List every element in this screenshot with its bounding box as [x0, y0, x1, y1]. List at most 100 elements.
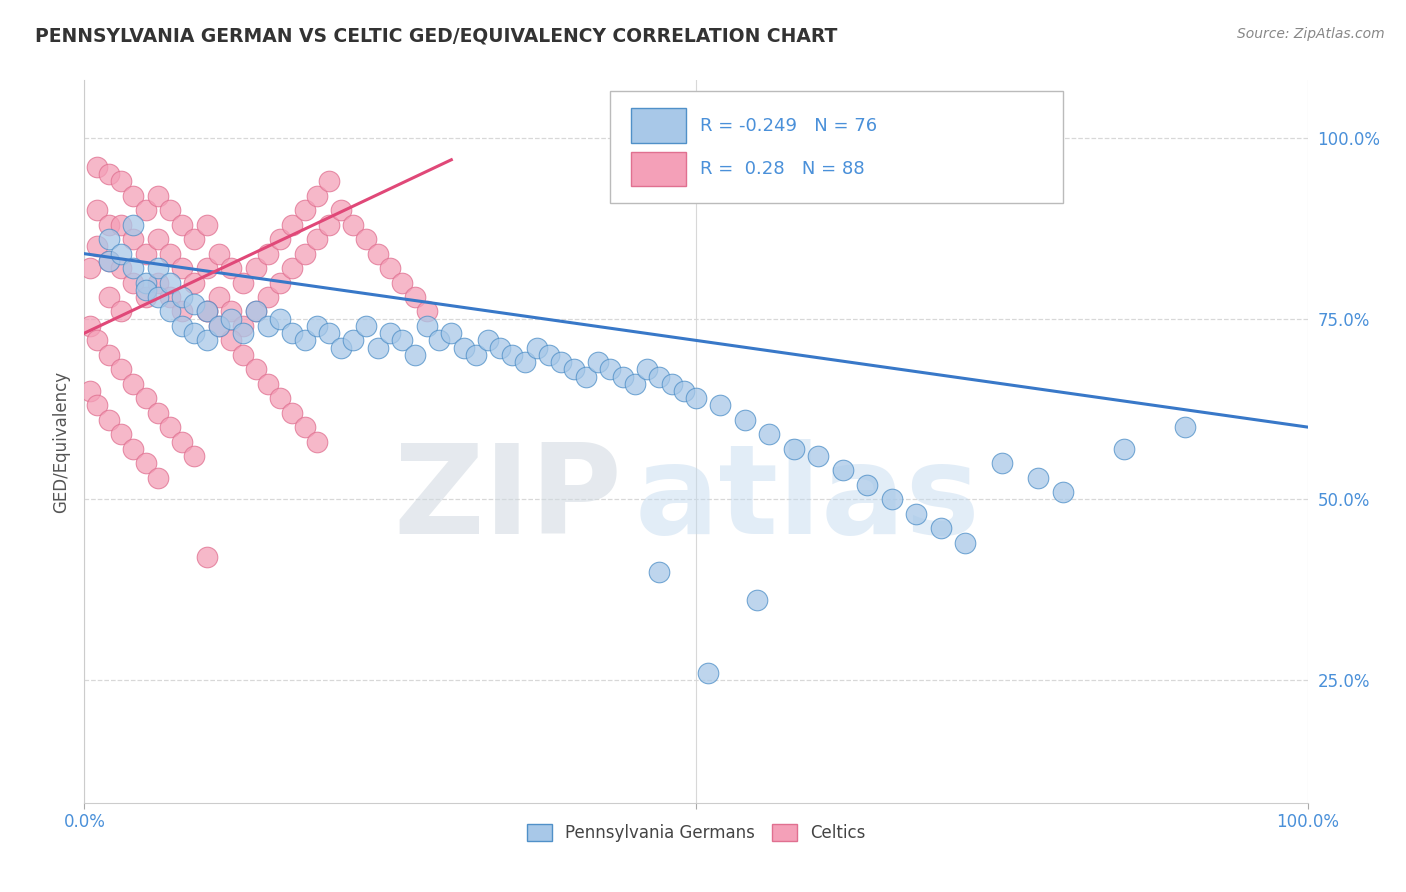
Point — [648, 369, 671, 384]
Point — [195, 304, 218, 318]
Point — [269, 391, 291, 405]
Point — [747, 593, 769, 607]
Point — [122, 232, 145, 246]
Point — [305, 434, 328, 449]
Point — [562, 362, 585, 376]
Point — [86, 203, 108, 218]
Point — [245, 261, 267, 276]
Point — [550, 355, 572, 369]
Point — [195, 550, 218, 565]
Point — [416, 318, 439, 333]
Point — [269, 232, 291, 246]
Point — [219, 304, 242, 318]
Point — [783, 442, 806, 456]
Point — [453, 341, 475, 355]
Point — [513, 355, 536, 369]
Point — [159, 246, 181, 260]
Point — [110, 304, 132, 318]
Point — [172, 218, 194, 232]
Point — [281, 261, 304, 276]
Text: ZIP: ZIP — [394, 439, 623, 560]
Y-axis label: GED/Equivalency: GED/Equivalency — [52, 370, 70, 513]
Point — [342, 334, 364, 348]
Point — [135, 456, 157, 470]
Point — [110, 174, 132, 188]
Point — [97, 218, 120, 232]
Point — [404, 290, 426, 304]
Point — [440, 326, 463, 341]
Point — [86, 160, 108, 174]
Point — [257, 290, 280, 304]
Point — [342, 218, 364, 232]
Point — [146, 261, 169, 276]
Point — [697, 665, 720, 680]
Point — [586, 355, 609, 369]
Point — [380, 261, 402, 276]
Point — [575, 369, 598, 384]
Point — [281, 218, 304, 232]
Point — [672, 384, 695, 398]
Point — [97, 413, 120, 427]
Point — [661, 376, 683, 391]
Point — [146, 406, 169, 420]
Point — [856, 478, 879, 492]
Legend: Pennsylvania Germans, Celtics: Pennsylvania Germans, Celtics — [520, 817, 872, 848]
Point — [880, 492, 903, 507]
Point — [526, 341, 548, 355]
Point — [477, 334, 499, 348]
Point — [135, 283, 157, 297]
Point — [110, 362, 132, 376]
Point — [159, 203, 181, 218]
Point — [294, 246, 316, 260]
Point — [709, 398, 731, 412]
Bar — [631, 109, 686, 143]
Point — [416, 304, 439, 318]
Bar — [631, 152, 686, 186]
Point — [79, 318, 101, 333]
FancyBboxPatch shape — [610, 91, 1063, 203]
Point — [1114, 442, 1136, 456]
Point — [489, 341, 512, 355]
Point — [183, 276, 205, 290]
Point — [135, 203, 157, 218]
Point — [1028, 470, 1050, 484]
Text: atlas: atlas — [636, 439, 980, 560]
Point — [464, 348, 486, 362]
Point — [232, 326, 254, 341]
Point — [245, 304, 267, 318]
Point — [195, 218, 218, 232]
Point — [245, 362, 267, 376]
Point — [232, 318, 254, 333]
Point — [294, 334, 316, 348]
Point — [172, 318, 194, 333]
Point — [232, 276, 254, 290]
Point — [208, 318, 231, 333]
Point — [97, 254, 120, 268]
Point — [245, 304, 267, 318]
Point — [831, 463, 853, 477]
Point — [636, 362, 658, 376]
Point — [354, 318, 377, 333]
Point — [183, 326, 205, 341]
Point — [86, 398, 108, 412]
Point — [281, 406, 304, 420]
Point — [624, 376, 647, 391]
Point — [97, 167, 120, 181]
Point — [86, 334, 108, 348]
Point — [79, 384, 101, 398]
Point — [257, 318, 280, 333]
Point — [758, 427, 780, 442]
Point — [195, 304, 218, 318]
Point — [318, 218, 340, 232]
Point — [219, 311, 242, 326]
Point — [195, 304, 218, 318]
Point — [122, 376, 145, 391]
Point — [208, 246, 231, 260]
Point — [146, 290, 169, 304]
Point — [953, 535, 976, 549]
Point — [146, 189, 169, 203]
Point — [257, 246, 280, 260]
Point — [318, 326, 340, 341]
Point — [159, 290, 181, 304]
Point — [135, 246, 157, 260]
